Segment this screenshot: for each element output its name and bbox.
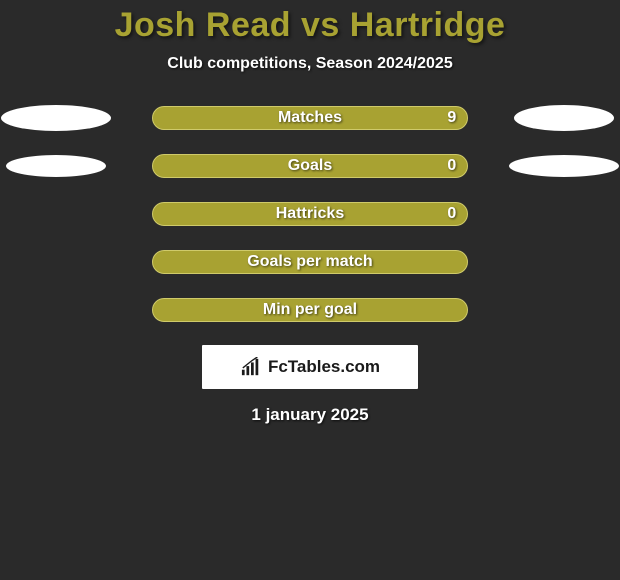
stat-row: Min per goal [0, 297, 620, 323]
logo-box: FcTables.com [202, 345, 418, 389]
stat-bar: Hattricks 0 [152, 202, 469, 226]
stat-value: 9 [447, 109, 456, 127]
stat-value: 0 [447, 205, 456, 223]
date-text: 1 january 2025 [0, 405, 620, 425]
stat-row: Goals per match [0, 249, 620, 275]
stat-label: Matches [278, 109, 342, 127]
stat-label: Goals per match [247, 253, 372, 271]
right-oval [509, 155, 619, 177]
stat-label: Goals [288, 157, 332, 175]
stat-bar: Goals 0 [152, 154, 469, 178]
stat-bar: Goals per match [152, 250, 469, 274]
chart-icon [240, 357, 262, 377]
stat-bar: Min per goal [152, 298, 469, 322]
stat-rows: Matches 9 Goals 0 Hattricks 0 Goals per match M… [0, 105, 620, 323]
right-oval [514, 105, 614, 131]
stat-row: Matches 9 [0, 105, 620, 131]
stat-label: Hattricks [276, 205, 344, 223]
logo-text: FcTables.com [268, 357, 380, 377]
stat-value: 0 [447, 157, 456, 175]
infographic-container: Josh Read vs Hartridge Club competitions… [0, 0, 620, 425]
subtitle: Club competitions, Season 2024/2025 [0, 55, 620, 73]
left-oval [6, 155, 106, 177]
stat-row: Goals 0 [0, 153, 620, 179]
page-title: Josh Read vs Hartridge [0, 6, 620, 45]
stat-row: Hattricks 0 [0, 201, 620, 227]
stat-bar: Matches 9 [152, 106, 469, 130]
left-oval [1, 105, 111, 131]
stat-label: Min per goal [263, 301, 357, 319]
